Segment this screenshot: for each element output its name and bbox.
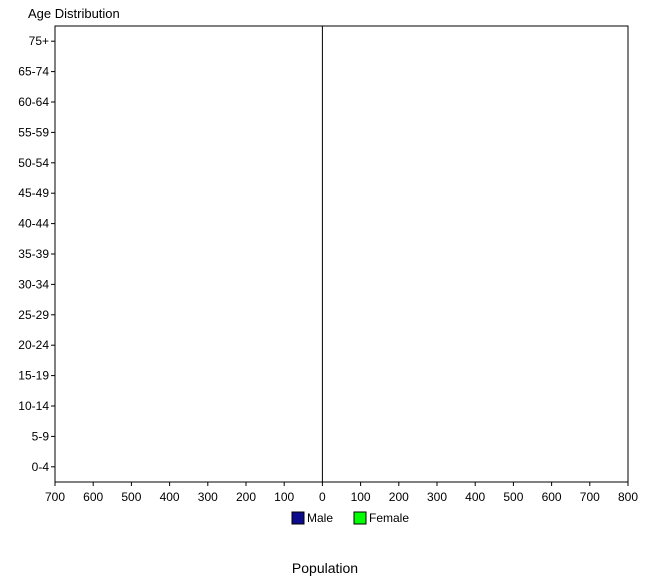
y-tick-label: 45-49: [18, 186, 49, 200]
y-tick-label: 10-14: [18, 399, 49, 413]
x-axis-title: Population: [291, 560, 359, 576]
y-tick-label: 15-19: [18, 369, 49, 383]
y-tick-label: 75+: [29, 34, 49, 48]
x-tick-label: 0: [319, 490, 326, 504]
x-tick-label: 200: [236, 490, 256, 504]
x-tick-label: 500: [503, 490, 523, 504]
y-tick-label: 65-74: [18, 65, 49, 79]
y-tick-label: 0-4: [32, 460, 50, 474]
y-tick-label: 20-24: [18, 338, 49, 352]
legend-swatch-male: [291, 511, 305, 525]
y-tick-label: 60-64: [18, 95, 49, 109]
x-tick-label: 700: [45, 490, 65, 504]
axes: 700 600 500 400 300 200 100 0 100 200 300 400 500 600…: [18, 25, 638, 504]
x-tick-label: 800: [618, 490, 638, 504]
legend-label-male: Male: [307, 511, 333, 525]
y-tick-label: 55-59: [18, 125, 49, 139]
y-tick-label: 5-9: [32, 429, 50, 443]
x-tick-label: 300: [198, 490, 218, 504]
y-tick-label: 50-54: [18, 156, 49, 170]
x-tick-label: 100: [274, 490, 294, 504]
x-tick-label: 600: [542, 490, 562, 504]
x-tick-label: 700: [580, 490, 600, 504]
y-tick-label: 30-34: [18, 277, 49, 291]
legend: Male Female: [291, 511, 409, 525]
x-tick-label: 100: [351, 490, 371, 504]
x-tick-label: 300: [427, 490, 447, 504]
x-tick-label: 400: [160, 490, 180, 504]
x-tick-label: 400: [465, 490, 485, 504]
y-tick-label: 25-29: [18, 308, 49, 322]
plot-frame: [54, 25, 629, 483]
legend-label-female: Female: [369, 511, 409, 525]
x-tick-label: 500: [121, 490, 141, 504]
y-tick-label: 40-44: [18, 217, 49, 231]
y-tick-label: 35-39: [18, 247, 49, 261]
x-tick-label: 200: [389, 490, 409, 504]
legend-swatch-female: [353, 511, 367, 525]
x-tick-label: 600: [83, 490, 103, 504]
chart-title: Age Distribution: [28, 6, 120, 21]
